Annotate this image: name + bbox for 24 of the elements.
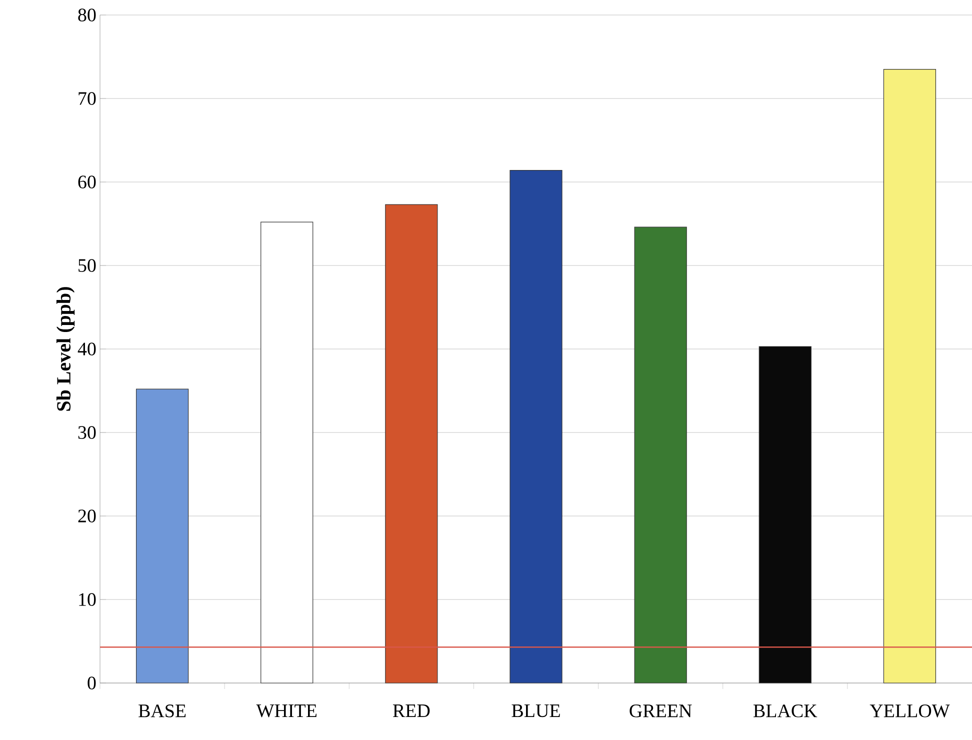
y-tick-label: 10 — [79, 593, 96, 606]
y-tick-label: 50 — [78, 259, 96, 272]
bar — [510, 170, 562, 684]
bar — [634, 226, 687, 684]
x-tick-label: BLUE — [512, 704, 560, 718]
y-tick-label: 30 — [78, 426, 96, 439]
x-tick-label: BLACK — [754, 704, 818, 718]
x-tick-label: WHITE — [256, 704, 317, 718]
x-tick-label: RED — [392, 704, 430, 718]
bar — [136, 388, 189, 684]
y-axis-title: Sb Level (ppb) — [56, 287, 75, 411]
y-tick-label: 0 — [88, 676, 96, 690]
bar — [758, 346, 812, 684]
bar — [883, 68, 936, 684]
y-tick-label: 40 — [78, 342, 96, 356]
y-tick-label: 60 — [78, 176, 96, 188]
x-tick-label: YELLOW — [870, 704, 950, 718]
y-tick-label: 80 — [78, 8, 96, 22]
y-tick-label: 70 — [78, 92, 96, 105]
bar — [385, 204, 438, 684]
x-tick-label: GREEN — [630, 704, 692, 718]
x-tick-label: BASE — [138, 704, 186, 718]
bar — [260, 222, 314, 684]
y-tick-label: 20 — [78, 510, 96, 522]
